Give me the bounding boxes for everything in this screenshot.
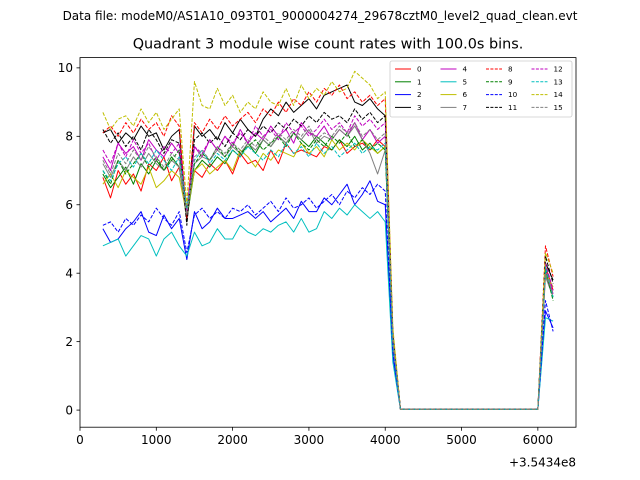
series-line-14 [102, 70, 554, 410]
x-tick-label: 2000 [217, 433, 248, 447]
legend-label-10: 10 [508, 90, 518, 99]
y-tick-label: 8 [65, 130, 73, 144]
x-axis: 0 1000 2000 3000 4000 5000 6000 [76, 427, 553, 447]
legend-label-9: 9 [508, 77, 513, 86]
plot-area-frame [79, 57, 577, 428]
series-line-12 [102, 115, 554, 410]
series-line-4 [102, 122, 554, 410]
chart-suptitle: Data file: modeM0/AS1A10_093T01_90000042… [63, 9, 578, 23]
legend-label-4: 4 [463, 65, 468, 74]
legend-box [389, 60, 573, 118]
series-line-13 [102, 142, 554, 410]
x-tick-label: 3000 [294, 433, 325, 447]
legend-label-6: 6 [463, 90, 468, 99]
series-line-15 [102, 122, 554, 410]
legend-label-2: 2 [417, 90, 422, 99]
legend-label-3: 3 [417, 103, 422, 112]
series-line-0 [102, 139, 554, 410]
legend-label-8: 8 [508, 65, 513, 74]
x-tick-label: 1000 [141, 433, 172, 447]
legend-label-5: 5 [463, 77, 468, 86]
chart-title: Quadrant 3 module wise count rates with … [133, 37, 524, 53]
series-layer [102, 70, 554, 410]
series-line-6 [102, 139, 554, 410]
legend-label-0: 0 [417, 65, 422, 74]
legend-label-15: 15 [554, 103, 563, 112]
y-tick-label: 10 [58, 61, 73, 75]
series-line-5 [102, 204, 554, 410]
series-line-1 [102, 132, 554, 410]
x-tick-label: 5000 [446, 433, 477, 447]
series-line-9 [102, 132, 554, 410]
y-tick-label: 4 [65, 267, 73, 281]
x-tick-label: 0 [76, 433, 84, 447]
legend-label-14: 14 [554, 90, 564, 99]
legend-label-7: 7 [463, 103, 468, 112]
y-tick-label: 6 [65, 198, 73, 212]
x-tick-label: 4000 [370, 433, 401, 447]
legend-label-12: 12 [554, 65, 563, 74]
series-line-11 [102, 108, 554, 410]
x-tick-label: 6000 [523, 433, 554, 447]
y-axis: 0 2 4 6 8 10 [58, 61, 80, 417]
legend-label-13: 13 [554, 77, 563, 86]
series-line-10 [102, 183, 554, 410]
legend-label-11: 11 [508, 103, 517, 112]
y-tick-label: 0 [65, 403, 73, 417]
legend-label-1: 1 [417, 77, 422, 86]
y-tick-label: 2 [65, 335, 73, 349]
x-axis-offset-label: +3.5434e8 [509, 456, 576, 470]
